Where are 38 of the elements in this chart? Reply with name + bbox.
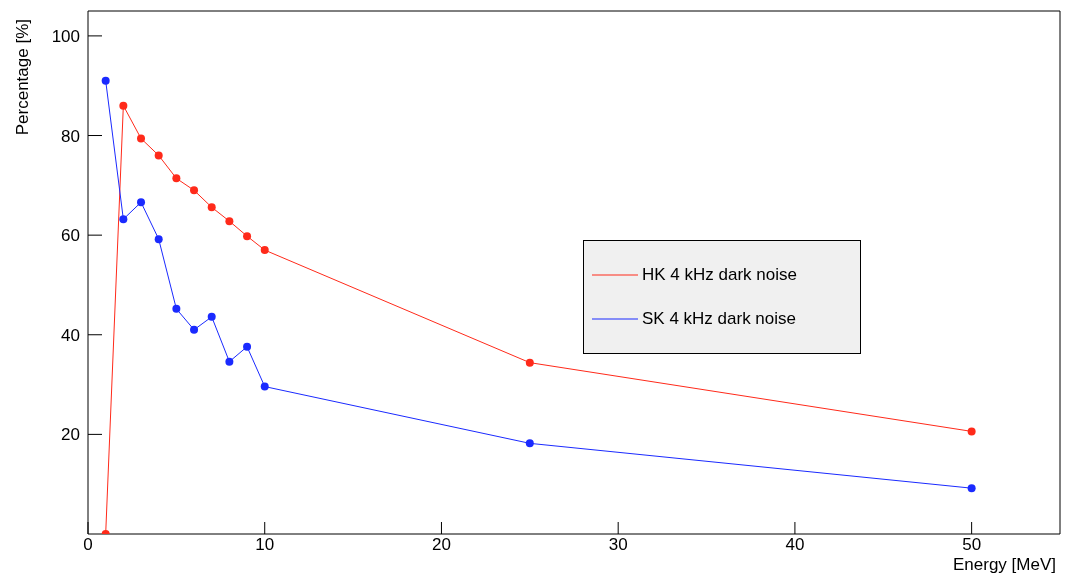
point bbox=[154, 151, 163, 160]
x-tick-label: 40 bbox=[785, 535, 805, 555]
point bbox=[137, 134, 146, 143]
point bbox=[101, 76, 110, 85]
x-tick-label: 50 bbox=[962, 535, 982, 555]
point bbox=[119, 101, 128, 110]
legend-label: SK 4 kHz dark noise bbox=[642, 309, 797, 329]
y-tick-label: 60 bbox=[61, 226, 80, 246]
point bbox=[243, 232, 252, 241]
point bbox=[119, 215, 128, 224]
y-tick-label: 100 bbox=[51, 26, 80, 46]
point bbox=[207, 203, 216, 212]
point bbox=[225, 217, 234, 226]
point bbox=[172, 304, 181, 313]
legend-label: HK 4 kHz dark noise bbox=[642, 265, 797, 285]
point bbox=[154, 235, 163, 244]
x-tick-label: 0 bbox=[83, 535, 93, 555]
point bbox=[243, 342, 252, 351]
point bbox=[525, 439, 534, 448]
y-axis-title: Percentage [%] bbox=[12, 19, 32, 136]
x-tick-label: 20 bbox=[431, 535, 451, 555]
point bbox=[260, 382, 269, 391]
point bbox=[967, 427, 976, 436]
point bbox=[525, 358, 534, 367]
point bbox=[225, 357, 234, 366]
y-tick-label: 20 bbox=[61, 425, 80, 445]
point bbox=[190, 186, 199, 195]
point bbox=[207, 312, 216, 321]
point bbox=[137, 198, 146, 207]
point bbox=[172, 174, 181, 183]
point bbox=[190, 325, 199, 334]
x-axis-title: Energy [MeV] bbox=[953, 555, 1056, 574]
x-tick-label: 30 bbox=[608, 535, 628, 555]
point bbox=[967, 484, 976, 493]
x-tick-label: 10 bbox=[255, 535, 275, 555]
y-tick-label: 80 bbox=[61, 126, 80, 146]
y-tick-label: 40 bbox=[61, 325, 80, 345]
point bbox=[260, 246, 269, 255]
